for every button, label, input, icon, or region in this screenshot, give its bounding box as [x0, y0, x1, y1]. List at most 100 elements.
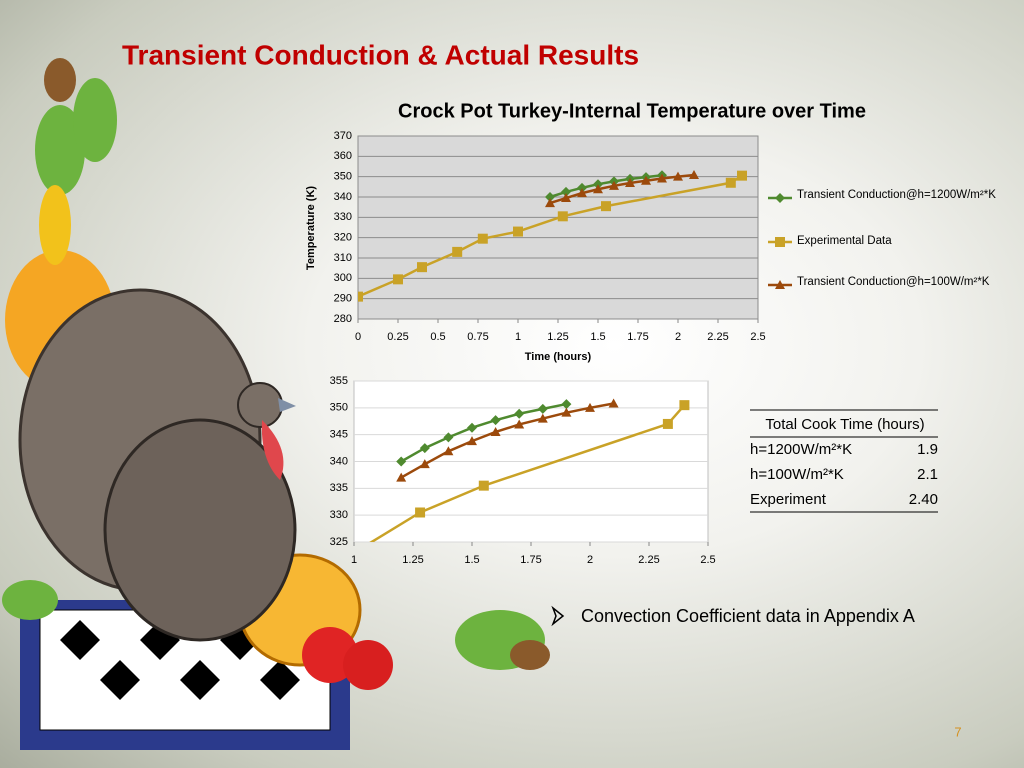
chart-title: Crock Pot Turkey-Internal Temperature ov… — [398, 100, 866, 122]
table-header: Total Cook Time (hours) — [765, 416, 924, 433]
marker — [593, 184, 603, 194]
table-cell: 1.9 — [917, 441, 938, 458]
marker — [641, 175, 651, 185]
x-tick-label: 2.25 — [707, 331, 728, 343]
marker — [358, 291, 363, 302]
marker — [545, 192, 555, 202]
x-tick-label: 1.5 — [464, 554, 479, 566]
y-tick-label: 325 — [330, 536, 348, 548]
marker — [725, 177, 736, 188]
clipart-leaf — [73, 78, 117, 162]
marker — [419, 443, 430, 454]
y-tick-label: 335 — [330, 482, 348, 494]
x-tick-label: 2.5 — [700, 554, 715, 566]
clipart-acorn — [44, 58, 76, 102]
marker — [775, 237, 785, 247]
y-tick-label: 330 — [334, 211, 352, 223]
table-cell: h=100W/m²*K — [750, 466, 844, 483]
x-tick-label: 1.25 — [547, 331, 568, 343]
clipart-corn — [39, 185, 71, 265]
x-tick-label: 2 — [675, 331, 681, 343]
marker — [775, 280, 785, 289]
y-tick-label: 290 — [334, 293, 352, 305]
clipart-beak — [278, 398, 296, 412]
y-tick-label: 370 — [334, 130, 352, 142]
marker — [467, 436, 477, 446]
x-tick-label: 2.5 — [750, 331, 765, 343]
marker — [608, 398, 619, 408]
x-tick-label: 1 — [351, 554, 357, 566]
table-cell: 2.1 — [917, 466, 938, 483]
marker — [417, 262, 427, 273]
marker — [537, 403, 548, 414]
clipart-pattern — [60, 620, 300, 700]
bullet-text: Convection Coefficient data in Appendix … — [581, 606, 915, 626]
x-axis-label: Time (hours) — [525, 351, 592, 363]
y-axis-label: Temperature (K) — [305, 186, 317, 270]
x-tick-label: 1.25 — [402, 554, 423, 566]
y-tick-label: 330 — [330, 509, 348, 521]
marker — [393, 274, 403, 285]
clipart-acorn — [510, 640, 550, 670]
marker — [657, 173, 667, 183]
slide-title: Transient Conduction & Actual Results — [122, 39, 639, 70]
plot-area — [357, 135, 759, 320]
marker — [561, 407, 572, 417]
marker — [514, 419, 525, 429]
marker — [625, 177, 635, 187]
y-tick-label: 345 — [330, 429, 348, 441]
marker — [396, 472, 407, 482]
y-tick-label: 350 — [330, 402, 348, 414]
legend-entry: Experimental Data — [797, 235, 892, 247]
marker — [601, 201, 611, 212]
x-tick-label: 0.75 — [467, 331, 488, 343]
marker — [673, 171, 683, 181]
series-line — [549, 173, 695, 205]
marker — [537, 413, 548, 423]
page-number: 7 — [954, 724, 961, 739]
marker — [577, 188, 587, 198]
marker — [443, 432, 454, 443]
y-tick-label: 350 — [334, 171, 352, 183]
x-tick-label: 2 — [587, 554, 593, 566]
y-tick-label: 310 — [334, 252, 352, 264]
marker — [737, 170, 747, 181]
series-line — [358, 174, 743, 298]
marker — [545, 198, 555, 208]
clipart-leaf — [2, 580, 58, 620]
marker — [514, 408, 525, 419]
marker — [593, 179, 603, 190]
marker — [585, 402, 595, 412]
y-tick-label: 300 — [334, 272, 352, 284]
marker — [452, 246, 463, 257]
bullet-arrow — [551, 605, 565, 627]
marker — [561, 193, 571, 203]
legend-entry: Transient Conduction@h=100W/m²*K — [797, 276, 990, 288]
marker — [490, 415, 501, 426]
series-group — [369, 398, 690, 542]
y-tick-label: 320 — [334, 232, 352, 244]
marker — [561, 186, 571, 197]
clipart — [2, 58, 550, 750]
x-tick-label: 0.5 — [430, 331, 445, 343]
y-tick-label: 340 — [334, 191, 352, 203]
clipart-turkey-head — [237, 382, 283, 428]
table-cell: 2.40 — [909, 491, 938, 508]
marker — [443, 446, 454, 456]
clipart-leaf — [35, 105, 85, 195]
clipart-turkey-body — [103, 418, 297, 642]
legend-entry: Transient Conduction@h=1200W/m²*K — [797, 189, 996, 201]
marker — [561, 399, 572, 410]
marker — [396, 456, 407, 467]
marker — [775, 193, 785, 203]
marker — [557, 211, 568, 222]
x-tick-label: 1.75 — [520, 554, 541, 566]
marker — [577, 182, 587, 193]
y-tick-label: 280 — [334, 313, 352, 325]
x-tick-label: 2.25 — [638, 554, 659, 566]
x-tick-label: 1.75 — [627, 331, 648, 343]
marker — [513, 226, 523, 237]
x-tick-label: 1.5 — [590, 331, 605, 343]
